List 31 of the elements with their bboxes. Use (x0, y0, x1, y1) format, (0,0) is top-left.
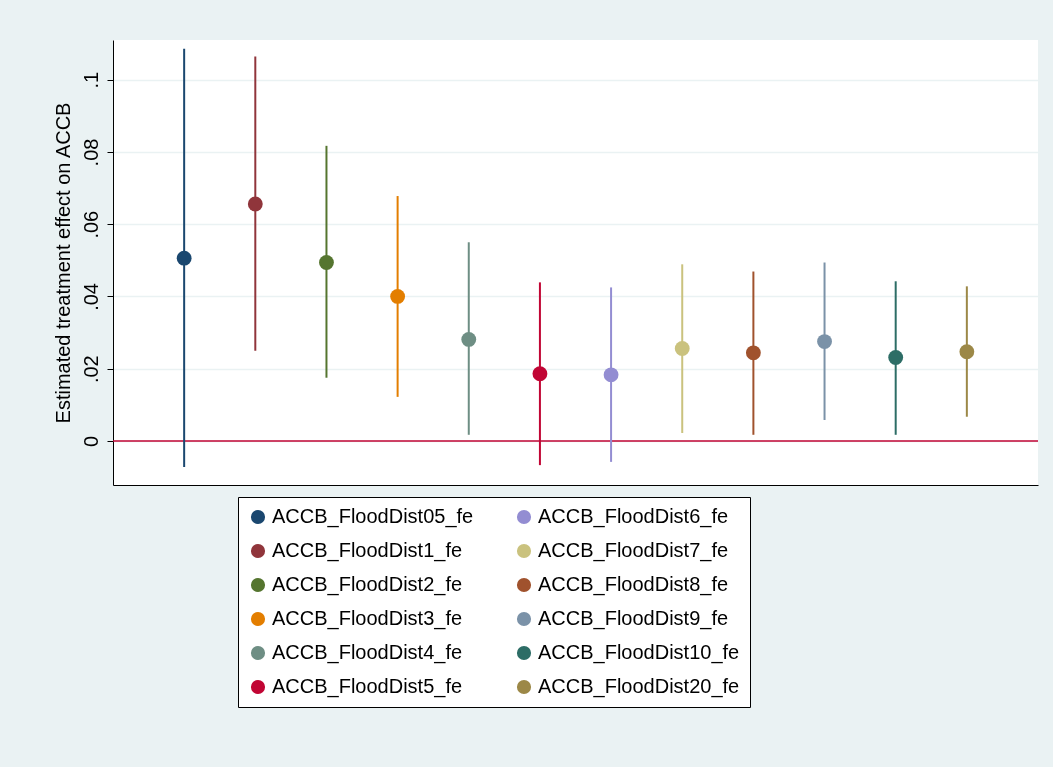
legend-label: ACCB_FloodDist05_fe (272, 505, 474, 528)
legend-label: ACCB_FloodDist10_fe (538, 641, 740, 664)
legend-label: ACCB_FloodDist2_fe (272, 573, 463, 596)
y-axis-title: Estimated treatment effect on ACCB (51, 102, 74, 424)
point (745, 345, 761, 361)
legend-label: ACCB_FloodDist7_fe (538, 539, 729, 562)
y-tick-label: .02 (79, 355, 102, 384)
point (959, 344, 975, 360)
legend-label: ACCB_FloodDist20_fe (538, 675, 740, 698)
legend-label: ACCB_FloodDist5_fe (272, 675, 463, 698)
legend-label: ACCB_FloodDist4_fe (272, 641, 463, 664)
point (817, 334, 832, 349)
point (674, 341, 690, 356)
y-tick-label: .1 (79, 71, 102, 89)
legend-label: ACCB_FloodDist3_fe (272, 607, 463, 630)
point (603, 367, 619, 383)
point (319, 255, 334, 270)
point (247, 196, 263, 212)
point (176, 250, 192, 266)
legend-label: ACCB_FloodDist8_fe (538, 573, 729, 596)
legend-label: ACCB_FloodDist1_fe (272, 539, 463, 562)
legend-label: ACCB_FloodDist9_fe (538, 607, 729, 630)
point (461, 332, 477, 347)
point (532, 366, 548, 382)
y-tick-label: 0 (79, 435, 102, 447)
point (888, 350, 904, 365)
legend-label: ACCB_FloodDist6_fe (538, 505, 729, 528)
y-tick-label: .04 (79, 283, 102, 311)
y-tick-label: .06 (79, 210, 102, 239)
point (390, 289, 406, 304)
y-tick-label: .08 (79, 138, 102, 167)
